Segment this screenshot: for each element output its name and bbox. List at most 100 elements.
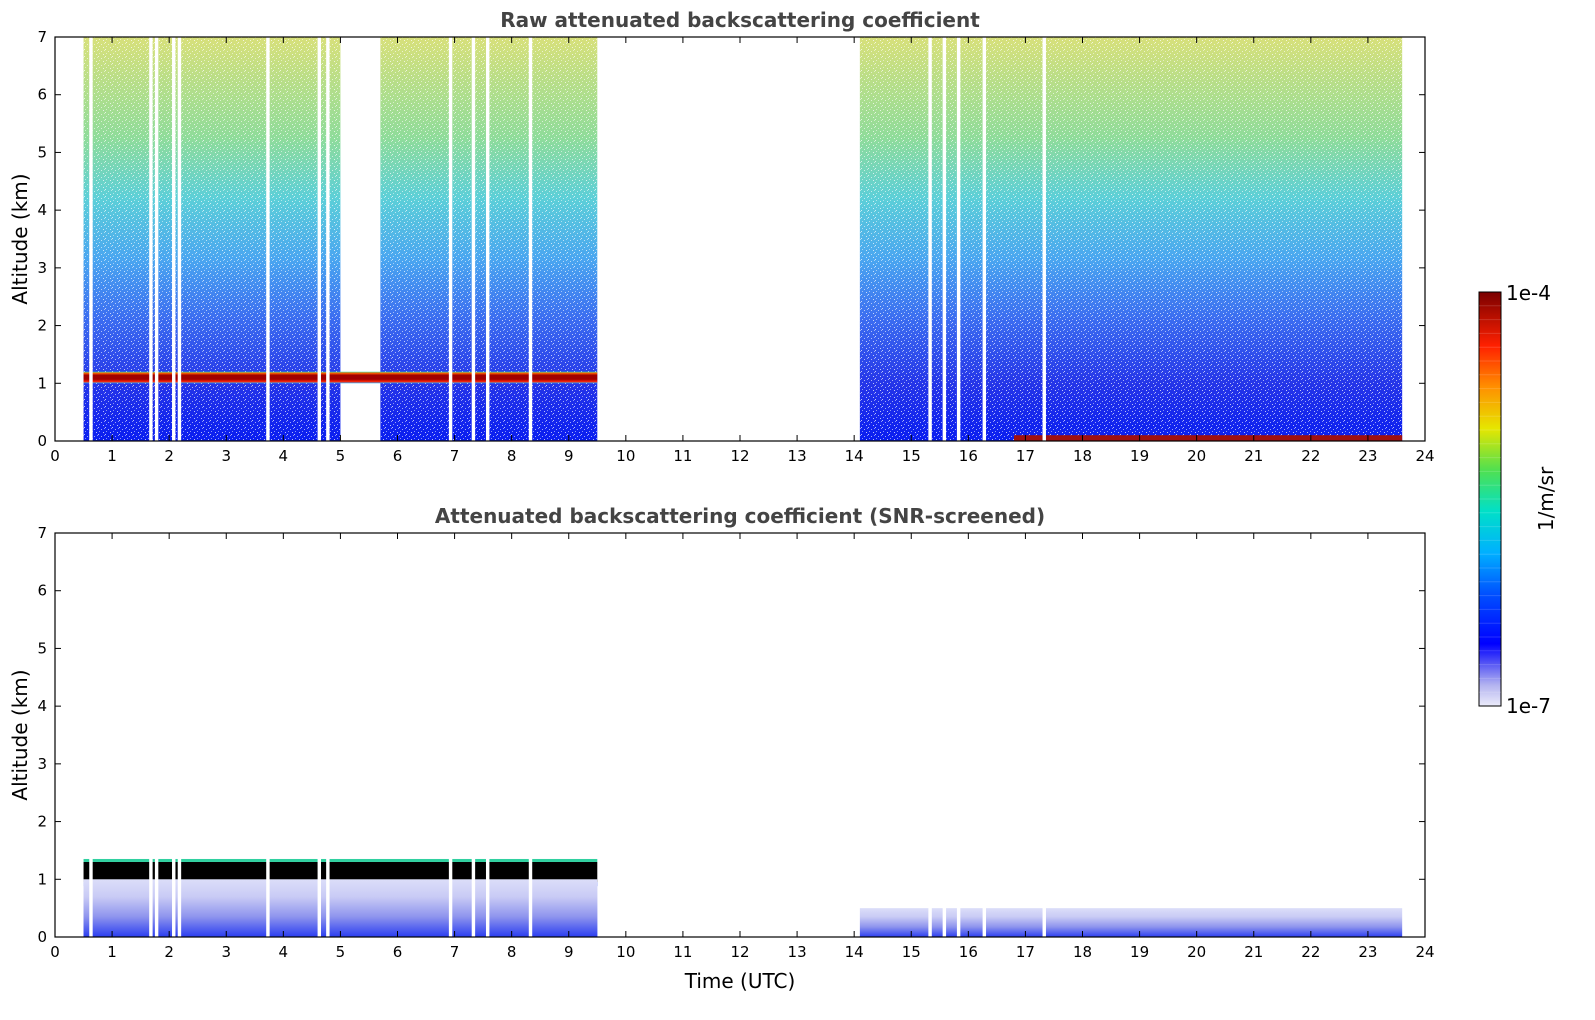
screened-feature-edge-0 [83, 858, 598, 862]
panel-raw-x-ticks: 0 1 2 3 4 5 6 7 8 9 10 11 12 13 14 15 16 17 18 19 20 21 22 23 24 [50, 37, 1435, 465]
colorbar-min-label: 1e-7 [1506, 694, 1551, 718]
colorbar-max-label: 1e-4 [1506, 281, 1551, 305]
screened-x-tick-label-16: 16 [959, 943, 978, 961]
screened-x-tick-label-12: 12 [730, 943, 749, 961]
x-axis-label: Time (UTC) [684, 969, 796, 993]
raw-data-gap-8 [448, 37, 453, 441]
screened-data-gap-10 [485, 533, 490, 937]
screened-x-tick-label-8: 8 [507, 943, 517, 961]
raw-y-tick-label-4: 4 [37, 201, 47, 219]
raw-x-tick-label-4: 4 [279, 447, 289, 465]
raw-data-gap-2 [154, 37, 159, 441]
screened-data-gap-14 [956, 533, 961, 937]
raw-noise-texture-2 [859, 37, 1403, 441]
screened-data-gap-7 [326, 533, 330, 937]
raw-x-tick-label-16: 16 [959, 447, 978, 465]
screened-data-gap-6 [317, 533, 322, 937]
raw-x-tick-label-7: 7 [450, 447, 460, 465]
screened-data-gap-8 [448, 533, 453, 937]
panel-screened-plot-area [83, 533, 1403, 937]
screened-x-tick-label-0: 0 [50, 943, 60, 961]
raw-x-tick-label-20: 20 [1187, 447, 1206, 465]
screened-data-gap-0 [89, 533, 93, 937]
raw-x-tick-label-19: 19 [1130, 447, 1149, 465]
raw-data-gap-4 [177, 37, 182, 441]
raw-data-gap-10 [485, 37, 490, 441]
raw-feature-1 [1014, 435, 1403, 441]
screened-y-tick-label-2: 2 [37, 813, 47, 831]
screened-x-tick-label-23: 23 [1358, 943, 1377, 961]
screened-y-tick-label-4: 4 [37, 697, 47, 715]
colorbar-gradient [1478, 291, 1502, 707]
screened-x-tick-label-13: 13 [788, 943, 807, 961]
colorbar: 1e-4 1e-7 1/m/sr [1478, 281, 1558, 718]
raw-y-tick-label-1: 1 [37, 374, 47, 392]
raw-y-tick-label-6: 6 [37, 86, 47, 104]
screened-x-tick-label-14: 14 [845, 943, 864, 961]
panel-raw-y-ticks: 0 1 2 3 4 5 6 7 [37, 28, 1425, 450]
raw-y-tick-label-2: 2 [37, 317, 47, 335]
raw-y-tick-label-7: 7 [37, 28, 47, 46]
raw-x-tick-label-6: 6 [393, 447, 403, 465]
raw-data-gap-3 [172, 37, 176, 441]
raw-x-tick-label-23: 23 [1358, 447, 1377, 465]
raw-x-tick-label-8: 8 [507, 447, 517, 465]
raw-data-gap-16 [1042, 37, 1046, 441]
screened-x-tick-label-10: 10 [616, 943, 635, 961]
raw-data-gap-5 [266, 37, 270, 441]
raw-y-tick-label-3: 3 [37, 259, 47, 277]
screened-x-tick-label-21: 21 [1244, 943, 1263, 961]
screened-y-tick-label-1: 1 [37, 870, 47, 888]
screened-x-tick-label-4: 4 [279, 943, 289, 961]
raw-x-tick-label-17: 17 [1016, 447, 1035, 465]
raw-x-tick-label-10: 10 [616, 447, 635, 465]
raw-x-tick-label-15: 15 [902, 447, 921, 465]
screened-y-tick-label-0: 0 [37, 928, 47, 946]
screened-x-tick-label-9: 9 [564, 943, 574, 961]
raw-x-tick-label-24: 24 [1415, 447, 1434, 465]
screened-data-gap-4 [177, 533, 182, 937]
colorbar-unit-label: 1/m/sr [1534, 466, 1558, 531]
raw-data-gap-14 [956, 37, 961, 441]
screened-x-tick-label-19: 19 [1130, 943, 1149, 961]
raw-data-gap-1 [149, 37, 153, 441]
raw-data-gap-11 [528, 37, 533, 441]
raw-x-tick-label-5: 5 [336, 447, 346, 465]
screened-x-tick-label-5: 5 [336, 943, 346, 961]
screened-x-tick-label-15: 15 [902, 943, 921, 961]
screened-x-tick-label-17: 17 [1016, 943, 1035, 961]
raw-x-tick-label-18: 18 [1073, 447, 1092, 465]
raw-data-gap-6 [317, 37, 322, 441]
raw-x-tick-label-0: 0 [50, 447, 60, 465]
screened-data-gap-2 [154, 533, 159, 937]
screened-x-tick-label-20: 20 [1187, 943, 1206, 961]
screened-y-tick-label-5: 5 [37, 639, 47, 657]
screened-x-tick-label-22: 22 [1301, 943, 1320, 961]
screened-data-gap-9 [471, 533, 476, 937]
raw-x-tick-label-22: 22 [1301, 447, 1320, 465]
raw-y-tick-label-0: 0 [37, 432, 47, 450]
raw-data-gap-15 [982, 37, 987, 441]
screened-x-tick-label-11: 11 [673, 943, 692, 961]
screened-feature-0 [83, 861, 598, 883]
panel-raw-y-axis-label: Altitude (km) [8, 173, 32, 304]
raw-data-gap-0 [89, 37, 93, 441]
panel-raw: Raw attenuated backscattering coefficien… [8, 8, 1435, 465]
panel-screened-y-ticks: 0 1 2 3 4 5 6 7 [37, 524, 1425, 946]
panel-screened-x-ticks: 0 1 2 3 4 5 6 7 8 9 10 11 12 13 14 15 16 17 18 19 20 21 22 23 24 [50, 533, 1435, 961]
panel-screened: Attenuated backscattering coefficient (S… [8, 504, 1435, 993]
screened-x-tick-label-18: 18 [1073, 943, 1092, 961]
screened-y-tick-label-6: 6 [37, 582, 47, 600]
raw-y-tick-label-5: 5 [37, 143, 47, 161]
screened-data-gap-13 [942, 533, 947, 937]
screened-x-tick-label-1: 1 [107, 943, 117, 961]
panel-screened-y-axis-label: Altitude (km) [8, 669, 32, 800]
screened-y-tick-label-3: 3 [37, 755, 47, 773]
raw-x-tick-label-1: 1 [107, 447, 117, 465]
panel-raw-title: Raw attenuated backscattering coefficien… [500, 8, 980, 32]
panel-raw-plot-area [83, 37, 1403, 441]
screened-y-tick-label-7: 7 [37, 524, 47, 542]
raw-data-gap-12 [928, 37, 932, 441]
screened-x-tick-label-2: 2 [164, 943, 174, 961]
